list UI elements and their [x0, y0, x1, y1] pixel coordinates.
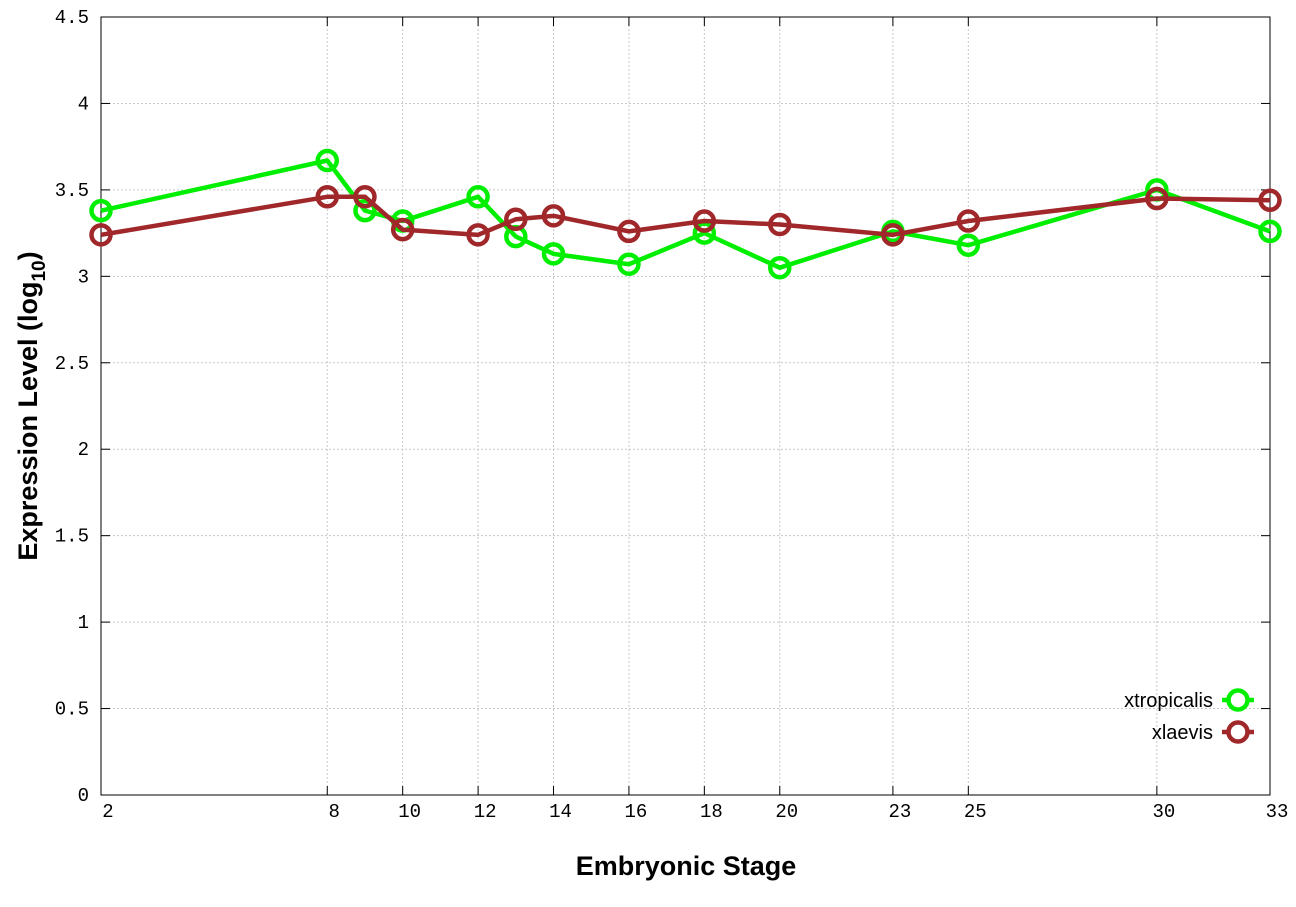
data-point — [89, 223, 113, 247]
legend-marker — [1226, 720, 1250, 744]
data-point — [541, 204, 566, 228]
y-tick-label: 0 — [78, 785, 89, 807]
x-tick-label: 30 — [1152, 801, 1175, 823]
x-tick-label: 33 — [1266, 801, 1289, 823]
y-axis-label: Expression Level (log10) — [13, 251, 50, 560]
data-point — [541, 242, 566, 266]
x-tick-label: 2 — [102, 801, 113, 823]
data-point — [1258, 219, 1282, 244]
data-point — [315, 148, 340, 173]
series-xlaevis — [89, 185, 1282, 247]
y-tick-label: 2.5 — [55, 353, 89, 375]
data-point — [768, 255, 792, 280]
y-tick-label: 1 — [78, 612, 89, 634]
data-point — [466, 223, 490, 247]
y-tick-label: 4 — [78, 93, 89, 115]
x-tick-label: 8 — [329, 801, 340, 823]
legend-marker — [1226, 688, 1250, 712]
data-point — [768, 212, 792, 237]
series-line-xtropicalis — [100, 158, 1271, 270]
x-tick-label: 14 — [549, 801, 572, 823]
data-point — [956, 233, 981, 257]
x-tick-label: 12 — [474, 801, 497, 823]
data-point — [1145, 186, 1169, 211]
series-xtropicalis — [89, 148, 1282, 280]
data-point — [89, 198, 113, 223]
data-point — [617, 252, 641, 276]
y-tick-label: 3.5 — [55, 180, 89, 202]
x-tick-label: 25 — [964, 801, 987, 823]
data-point — [692, 221, 717, 245]
grid — [101, 17, 1270, 795]
series — [89, 148, 1282, 280]
data-point — [617, 219, 641, 244]
plot-frame — [100, 16, 1271, 796]
data-point — [504, 207, 528, 232]
x-axis-label: Embryonic Stage — [576, 851, 797, 881]
data-point — [692, 209, 717, 233]
data-point — [390, 217, 415, 242]
data-point — [881, 223, 905, 247]
data-point — [466, 185, 490, 209]
data-point — [956, 209, 981, 233]
y-tick-label: 4.5 — [55, 7, 89, 29]
data-point — [353, 198, 377, 223]
legend-label: xtropicalis — [1124, 690, 1213, 712]
data-point — [1258, 188, 1282, 213]
data-point — [353, 185, 377, 209]
y-tick-label: 0.5 — [55, 699, 89, 721]
legend-label: xlaevis — [1152, 722, 1213, 744]
y-tick-label: 2 — [78, 439, 89, 461]
ticks: 0 0.5 1 1.5 2 2.5 3 3.5 4 4.5 2 8 10 12 14 16 18 20 23 25 30… — [55, 7, 1289, 823]
y-tick-label: 3 — [78, 266, 89, 288]
series-line-xlaevis — [100, 194, 1271, 238]
legend: xtropicalis xlaevis — [1124, 688, 1254, 744]
x-tick-label: 23 — [888, 801, 911, 823]
x-tick-label: 20 — [775, 801, 798, 823]
x-tick-label: 16 — [625, 801, 648, 823]
y-tick-label: 1.5 — [55, 526, 89, 548]
x-tick-label: 18 — [700, 801, 723, 823]
data-point — [315, 185, 340, 209]
x-tick-label: 10 — [398, 801, 421, 823]
